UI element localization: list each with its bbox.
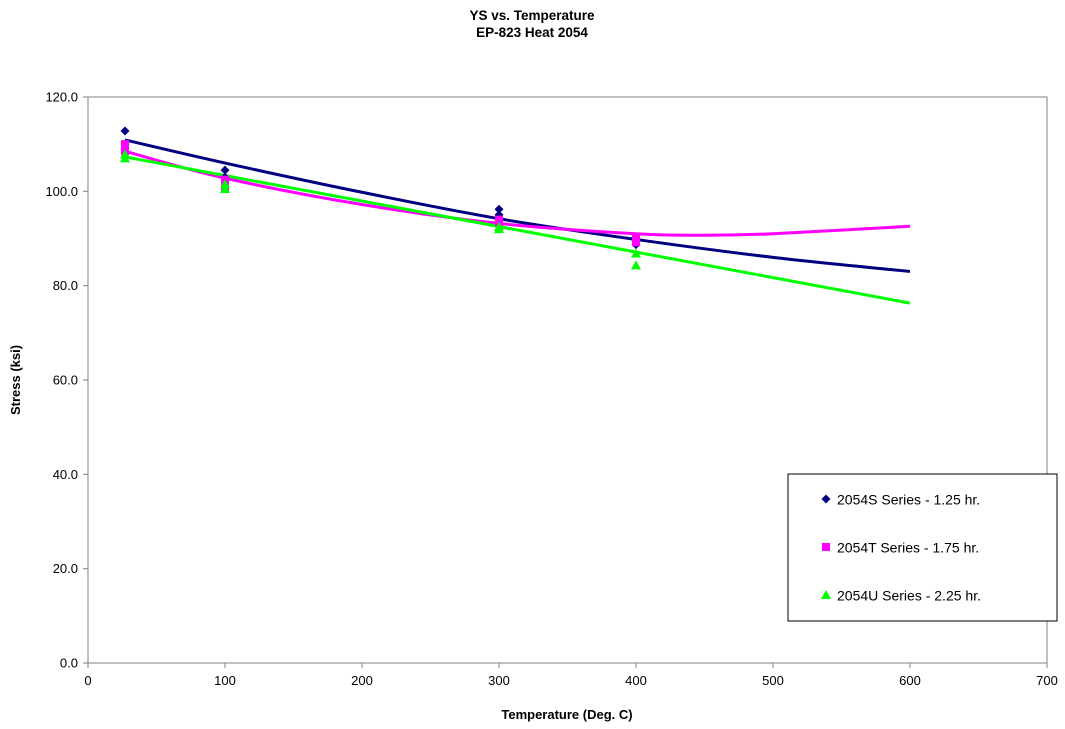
y-tick-label: 120.0 [45,90,78,105]
x-tick-label: 200 [351,673,373,688]
legend-marker-u [821,590,831,599]
legend-marker-s [821,494,831,504]
y-axis-title: Stress (ksi) [8,345,23,415]
legend-label-u: 2054U Series - 2.25 hr. [837,588,981,604]
x-axis-title: Temperature (Deg. C) [501,707,632,722]
data-point-s [120,126,130,136]
x-tick-label: 700 [1036,673,1058,688]
y-tick-label: 20.0 [53,561,78,576]
data-point-s [494,204,504,214]
x-tick-label: 400 [625,673,647,688]
y-tick-label: 60.0 [53,373,78,388]
x-tick-label: 500 [762,673,784,688]
data-point-u [220,183,230,193]
data-point-u [631,260,641,270]
chart-subtitle: EP-823 Heat 2054 [476,25,588,40]
legend-items: 2054S Series - 1.25 hr. 2054T Series - 1.… [821,492,981,604]
trendline-t [124,149,911,237]
x-tick-label: 100 [214,673,236,688]
x-tick-label: 300 [488,673,510,688]
x-tick-label: 600 [899,673,921,688]
y-tick-label: 80.0 [53,278,78,293]
legend: 2054S Series - 1.25 hr. 2054T Series - 1.… [787,473,1058,622]
data-point-t [120,140,129,149]
legend-label-s: 2054S Series - 1.25 hr. [837,492,980,508]
legend-label-t: 2054T Series - 1.75 hr. [837,540,979,556]
y-tick-label: 0.0 [60,656,78,671]
data-point-s [220,165,230,175]
data-points [119,126,641,270]
data-point-u [494,221,504,231]
x-tick-label: 0 [84,673,91,688]
data-point-u [220,179,230,189]
axes: 0 100 200 300 400 500 600 700 0.0 20.0 40.0 60.0 80.… [45,90,1057,689]
data-point-u [631,248,641,258]
legend-marker-t [822,543,830,551]
legend-box [787,473,1058,622]
data-point-u [119,153,130,163]
trendline-u [124,155,911,305]
data-point-t [632,238,640,247]
y-tick-label: 40.0 [53,467,78,482]
y-tick-label: 100.0 [45,184,78,199]
chart-title: YS vs. Temperature [469,8,595,23]
